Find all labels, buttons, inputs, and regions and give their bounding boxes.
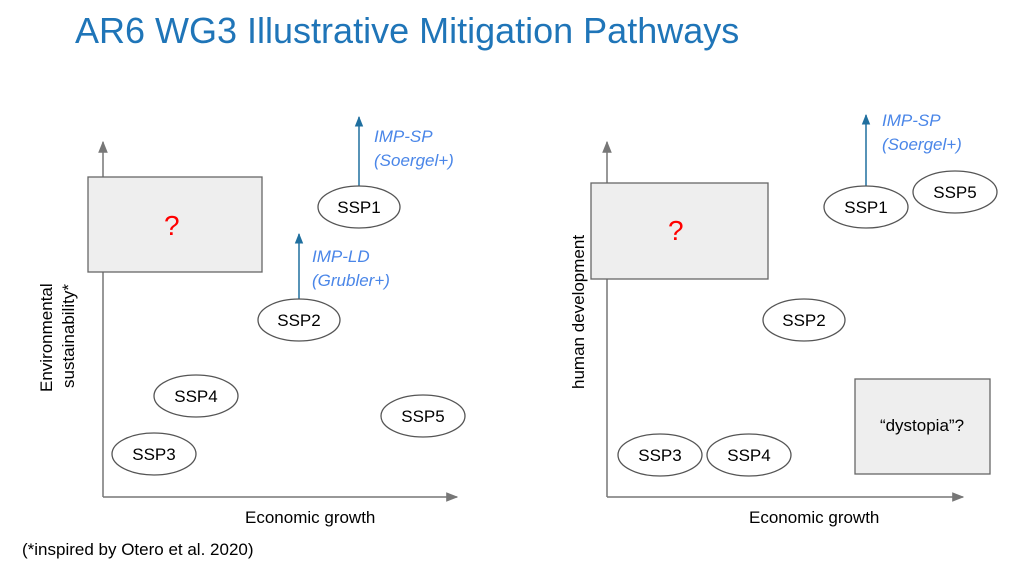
- left-imp-ld-label: IMP-LD: [312, 247, 370, 266]
- left-ssp3-label: SSP3: [132, 445, 175, 464]
- left-ssp4-ellipse: [153, 374, 239, 418]
- left-ssp4-label: SSP4: [174, 387, 217, 406]
- left-y-axis-label-line2: sustainability*: [59, 284, 78, 388]
- left-ssp5-label: SSP5: [401, 407, 444, 426]
- left-imp-sp-authors: (Soergel+): [374, 151, 454, 170]
- right-ssp1-ellipse: [823, 185, 909, 229]
- right-y-axis-label: human development: [569, 235, 588, 389]
- right-ssp4-label: SSP4: [727, 446, 770, 465]
- dystopia-box: [854, 378, 991, 475]
- left-y-axis-label-line1: Environmental: [37, 283, 56, 392]
- footnote: (*inspired by Otero et al. 2020): [22, 540, 254, 559]
- right-ssp3-label: SSP3: [638, 446, 681, 465]
- left-x-axis-label: Economic growth: [245, 508, 375, 527]
- right-ssp2-label: SSP2: [782, 311, 825, 330]
- left-ssp2-ellipse: [257, 298, 341, 342]
- right-question-mark: ?: [668, 215, 684, 246]
- left-unknown-box: [87, 176, 263, 273]
- page-title: AR6 WG3 Illustrative Mitigation Pathways: [75, 10, 740, 51]
- right-ssp2-ellipse: [762, 298, 846, 342]
- left-ssp5-ellipse: [380, 394, 466, 438]
- right-unknown-box: [590, 182, 769, 280]
- left-ssp2-label: SSP2: [277, 311, 320, 330]
- right-ssp3-ellipse: [617, 433, 703, 477]
- right-ssp5-label: SSP5: [933, 183, 976, 202]
- left-ssp1-label: SSP1: [337, 198, 380, 217]
- left-ssp1-ellipse: [317, 185, 401, 229]
- right-x-axis-label: Economic growth: [749, 508, 879, 527]
- left-panel: Environmental sustainability* Economic g…: [37, 115, 466, 527]
- right-imp-sp-label: IMP-SP: [882, 111, 941, 130]
- right-imp-sp-authors: (Soergel+): [882, 135, 962, 154]
- left-ssp3-ellipse: [111, 432, 197, 476]
- left-imp-sp-label: IMP-SP: [374, 127, 433, 146]
- right-ssp4-ellipse: [706, 433, 792, 477]
- right-ssp5-ellipse: [912, 170, 998, 214]
- left-question-mark: ?: [164, 210, 180, 241]
- right-ssp1-label: SSP1: [844, 198, 887, 217]
- right-panel: human development Economic growth ? IMP-…: [569, 111, 998, 527]
- dystopia-label: “dystopia”?: [880, 416, 964, 435]
- left-imp-ld-authors: (Grubler+): [312, 271, 390, 290]
